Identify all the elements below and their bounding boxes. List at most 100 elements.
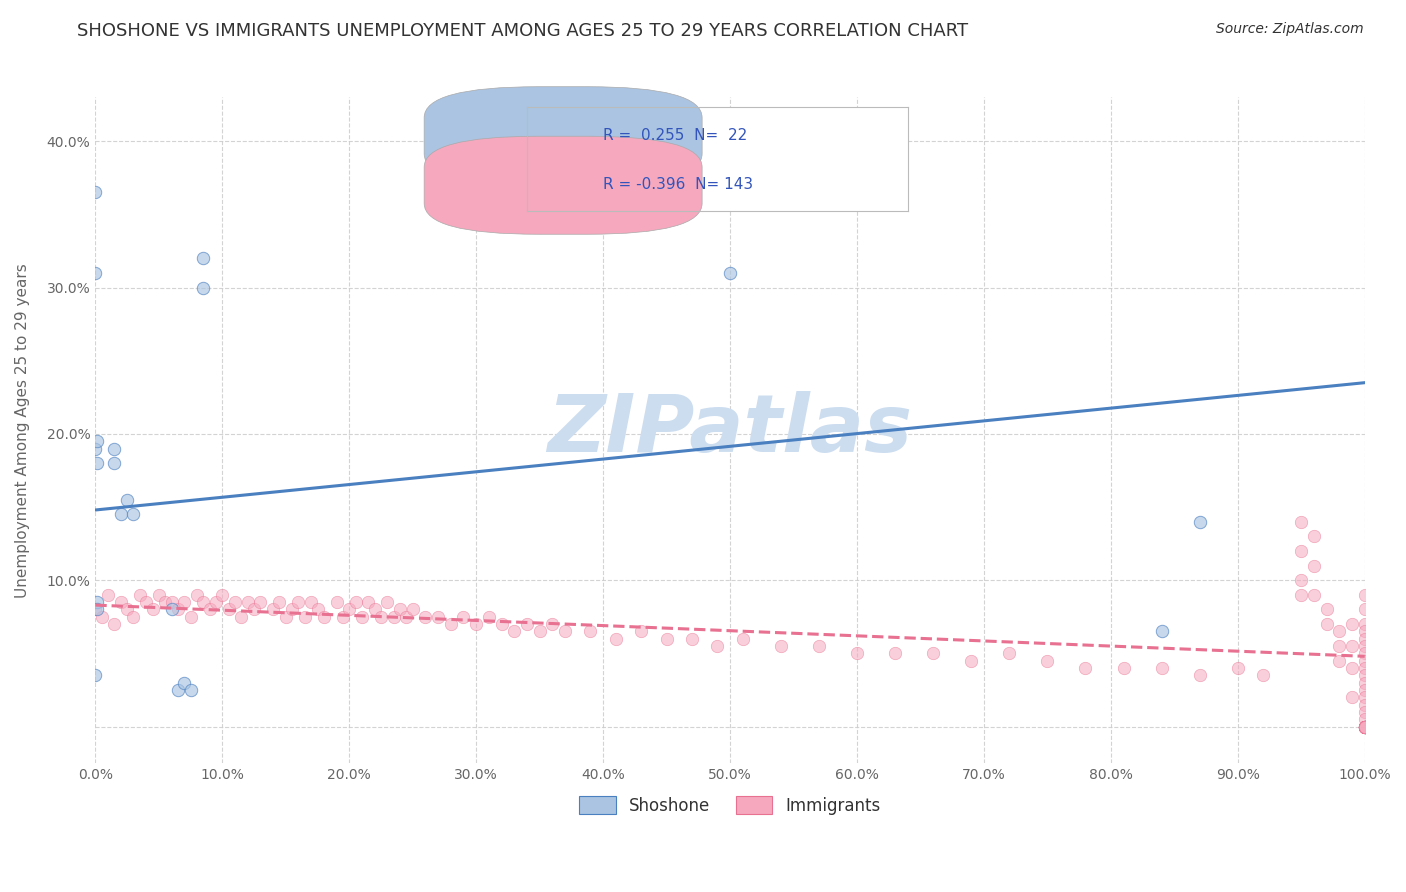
Point <box>312 609 335 624</box>
Point <box>193 595 215 609</box>
Point <box>122 609 145 624</box>
Point <box>605 632 627 646</box>
Point <box>1354 720 1376 734</box>
Point <box>1354 720 1376 734</box>
Point <box>337 602 360 616</box>
Point <box>115 492 138 507</box>
Y-axis label: Unemployment Among Ages 25 to 29 years: Unemployment Among Ages 25 to 29 years <box>15 263 30 598</box>
Point <box>1354 720 1376 734</box>
Point <box>193 280 215 294</box>
Point <box>960 654 983 668</box>
Point <box>706 639 728 653</box>
Point <box>84 668 107 682</box>
Point <box>1354 720 1376 734</box>
Point <box>1354 720 1376 734</box>
Point <box>1354 720 1376 734</box>
Point <box>1354 720 1376 734</box>
Point <box>1354 690 1376 705</box>
Point <box>1074 661 1097 675</box>
Point <box>110 595 132 609</box>
Point <box>218 602 240 616</box>
Point <box>135 595 157 609</box>
Point <box>281 602 304 616</box>
Point <box>141 602 163 616</box>
Point <box>1289 588 1312 602</box>
Point <box>86 595 108 609</box>
Point <box>1354 720 1376 734</box>
Point <box>198 602 221 616</box>
Point <box>1188 668 1211 682</box>
Point <box>122 508 145 522</box>
Point <box>1354 720 1376 734</box>
Point <box>1303 588 1326 602</box>
Point <box>1354 668 1376 682</box>
Point <box>86 434 108 449</box>
Point <box>1316 602 1339 616</box>
Point <box>1354 720 1376 734</box>
Point <box>375 595 398 609</box>
Point <box>884 646 907 660</box>
Point <box>363 602 385 616</box>
Point <box>1112 661 1135 675</box>
Point <box>769 639 792 653</box>
Point <box>1354 624 1376 639</box>
Point <box>998 646 1021 660</box>
Point <box>1354 720 1376 734</box>
Point <box>224 595 246 609</box>
Point <box>1354 698 1376 712</box>
Point <box>1289 573 1312 587</box>
Point <box>180 609 202 624</box>
Point <box>655 632 678 646</box>
Point <box>1354 705 1376 719</box>
Point <box>453 609 475 624</box>
Point <box>243 602 266 616</box>
Point <box>249 595 271 609</box>
Point <box>103 617 125 632</box>
Point <box>389 602 412 616</box>
Point <box>807 639 830 653</box>
Point <box>84 442 107 456</box>
Point <box>1341 639 1364 653</box>
Point <box>287 595 309 609</box>
Point <box>1188 515 1211 529</box>
Point <box>294 609 316 624</box>
Point <box>84 602 107 616</box>
Point <box>1341 690 1364 705</box>
Point <box>160 602 183 616</box>
Point <box>1354 720 1376 734</box>
Legend: Shoshone, Immigrants: Shoshone, Immigrants <box>572 789 887 822</box>
Point <box>128 588 150 602</box>
Point <box>440 617 463 632</box>
Point <box>1354 720 1376 734</box>
Point <box>110 508 132 522</box>
Point <box>382 609 405 624</box>
Point <box>1289 515 1312 529</box>
Point <box>1289 544 1312 558</box>
Point <box>307 602 329 616</box>
Point <box>86 602 108 616</box>
Point <box>84 266 107 280</box>
Point <box>1226 661 1249 675</box>
Point <box>1354 720 1376 734</box>
Point <box>491 617 513 632</box>
Point <box>1316 617 1339 632</box>
Point <box>357 595 380 609</box>
Point <box>1354 654 1376 668</box>
Point <box>1354 720 1376 734</box>
Point <box>516 617 538 632</box>
Point <box>718 266 741 280</box>
Point <box>1329 624 1351 639</box>
Point <box>503 624 526 639</box>
Point <box>1150 661 1173 675</box>
Point <box>350 609 373 624</box>
Point <box>173 595 195 609</box>
Point <box>180 683 202 698</box>
Point <box>86 456 108 470</box>
Point <box>731 632 754 646</box>
Point <box>1341 617 1364 632</box>
Point <box>1354 683 1376 698</box>
Text: ZIPatlas: ZIPatlas <box>547 392 912 469</box>
Point <box>344 595 367 609</box>
Point <box>579 624 602 639</box>
Point <box>1354 720 1376 734</box>
